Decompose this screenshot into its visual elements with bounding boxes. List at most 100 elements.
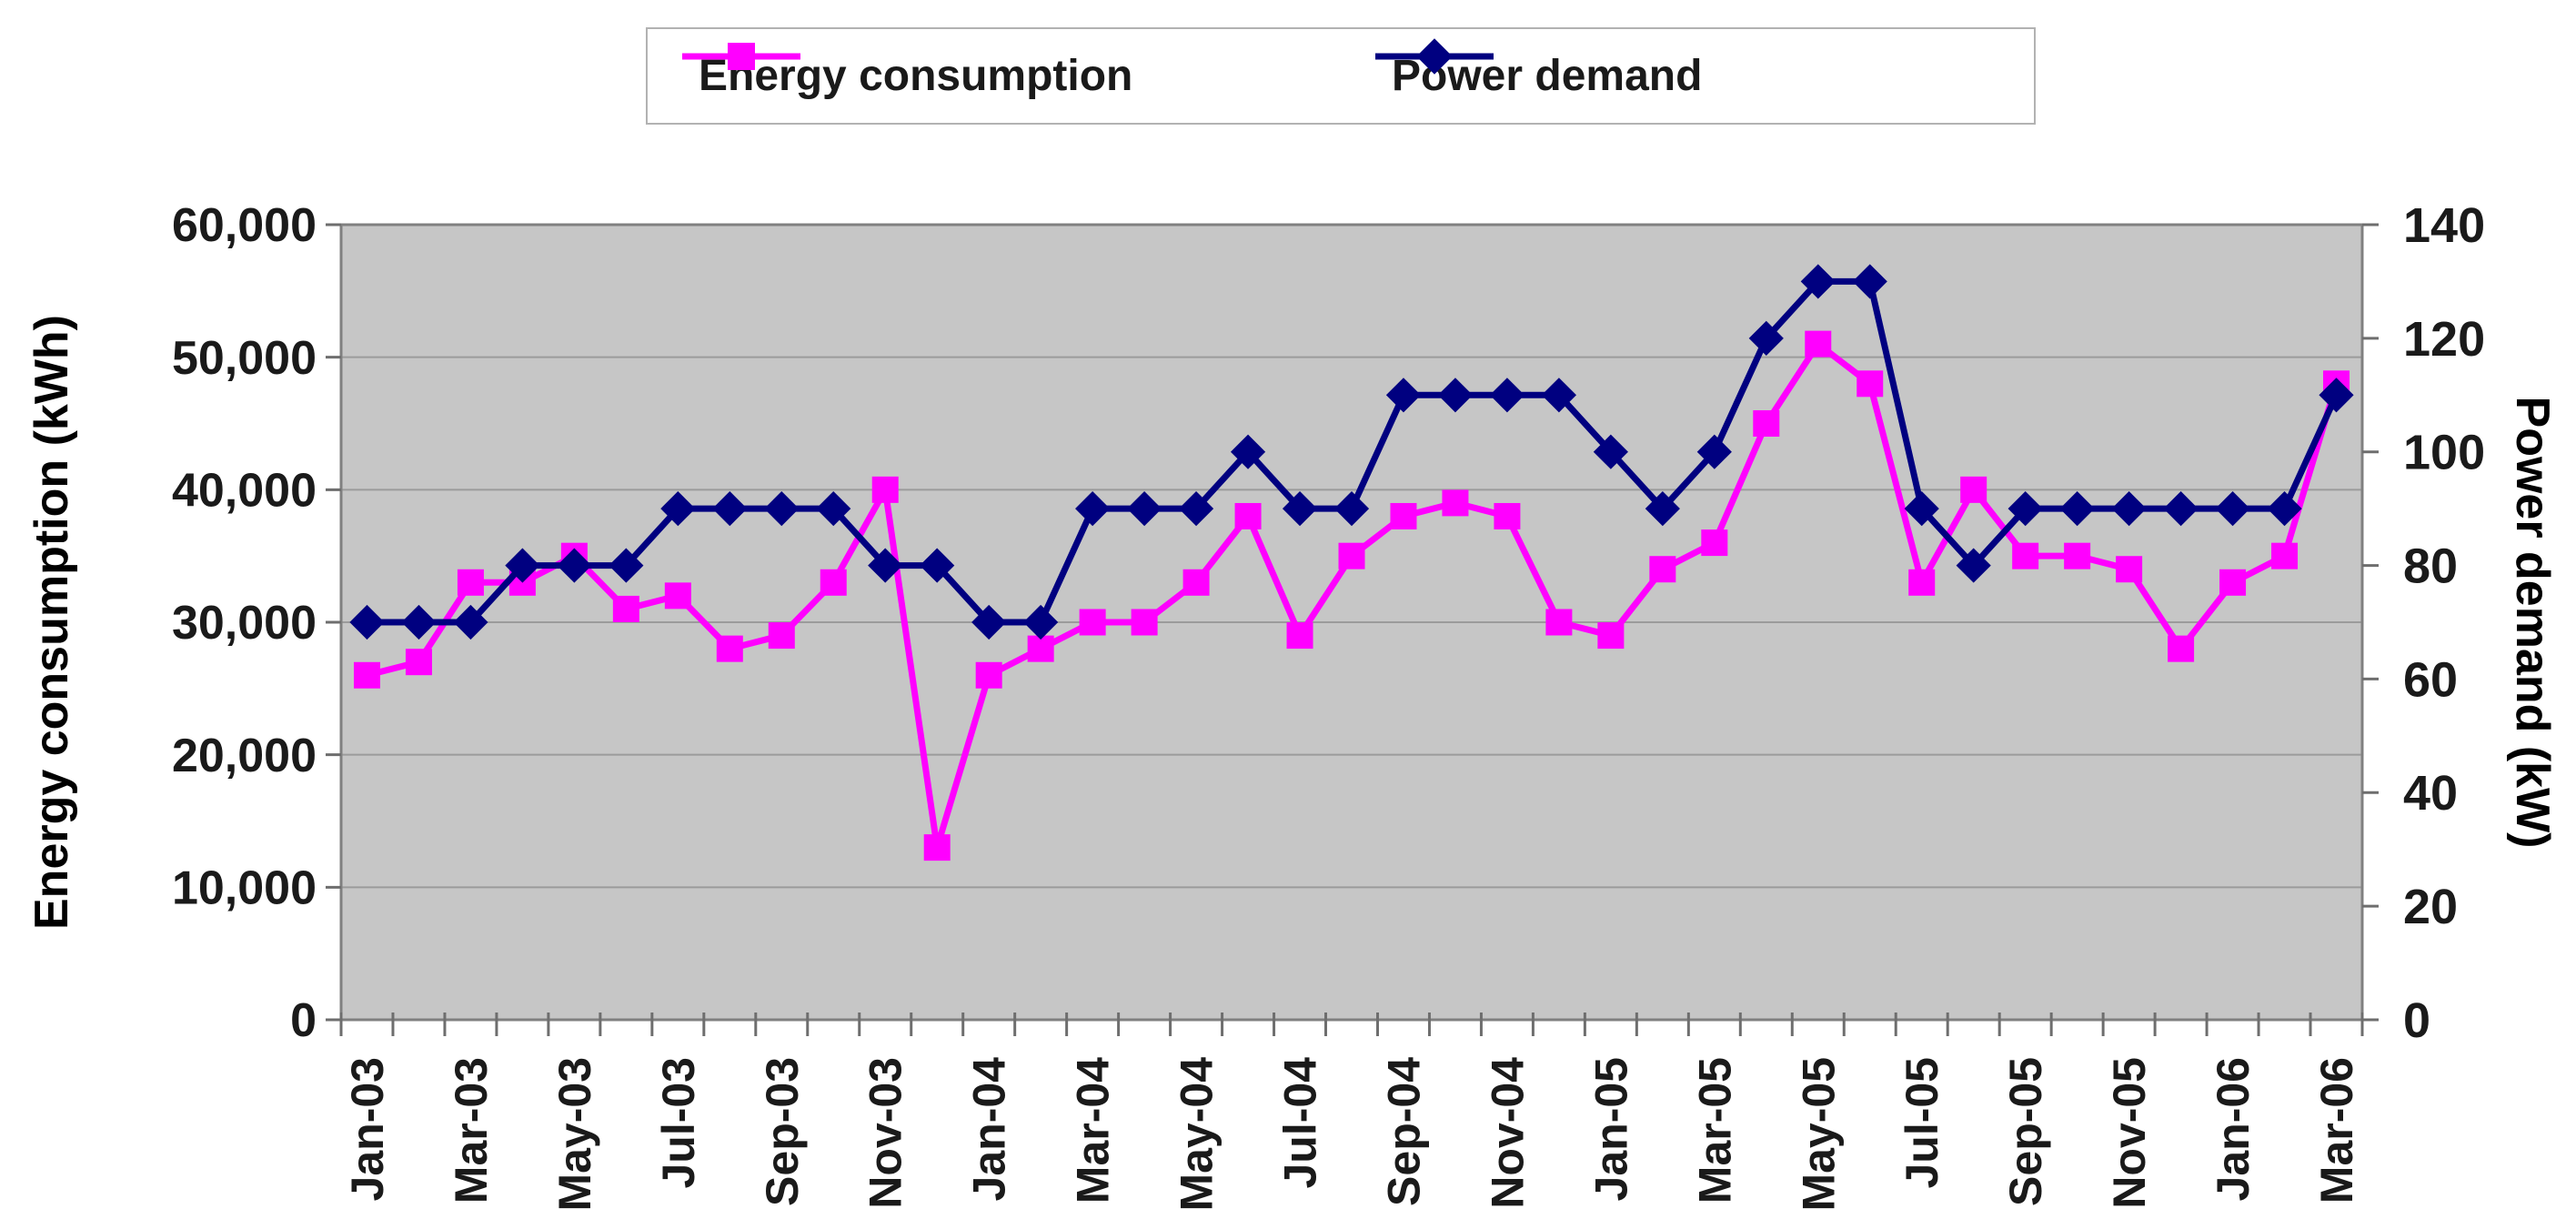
energy-consumption-point	[1079, 609, 1106, 636]
left-axis-tick-label: 20,000	[172, 730, 317, 782]
x-axis-tick-label: Jan-06	[2208, 1057, 2259, 1201]
x-axis-tick-label: Jan-03	[342, 1057, 393, 1201]
power-demand-point	[1023, 604, 1059, 640]
x-axis-tick-label: Jul-03	[653, 1057, 704, 1189]
energy-consumption-point	[975, 661, 1002, 689]
x-axis-tick-label: Jul-05	[1897, 1057, 1947, 1189]
energy-consumption-point	[1753, 410, 1780, 437]
power-demand-point	[453, 604, 488, 640]
power-demand-point	[1437, 378, 1474, 413]
x-axis-tick-label: Mar-03	[446, 1057, 497, 1204]
energy-square-marker-icon	[682, 43, 800, 70]
x-axis-tick-label: May-04	[1172, 1057, 1223, 1212]
energy-consumption-point	[1701, 529, 1728, 557]
x-axis-tick-label: Jan-04	[964, 1057, 1015, 1202]
energy-consumption-point	[1338, 542, 1365, 569]
right-axis-tick-label: 20	[2403, 880, 2458, 934]
left-axis-tick-label: 40,000	[172, 465, 317, 518]
right-axis-tick-label: 140	[2403, 198, 2485, 253]
power-demand-point	[2319, 378, 2354, 413]
x-axis-tick-label: Nov-05	[2104, 1057, 2155, 1209]
legend-item-power: Power demand	[1375, 29, 1702, 123]
legend-label-energy: Energy consumption	[699, 52, 1133, 100]
x-axis-tick-label: Jan-05	[1585, 1057, 1636, 1201]
power-demand-point	[971, 604, 1007, 640]
power-demand-point	[764, 491, 800, 527]
x-axis-tick-label: Sep-05	[2000, 1057, 2051, 1206]
right-axis-tick-label: 100	[2403, 426, 2485, 480]
power-demand-point	[1645, 491, 1680, 527]
right-axis-tick-label: 40	[2403, 766, 2458, 821]
power-demand-point	[712, 491, 748, 527]
energy-consumption-point	[716, 635, 743, 662]
energy-consumption-point	[1908, 569, 1936, 596]
left-axis-tick-label: 60,000	[172, 199, 317, 252]
power-demand-point	[609, 548, 644, 583]
power-demand-point	[2215, 491, 2250, 527]
energy-consumption-point	[612, 595, 639, 622]
energy-consumption-point	[2219, 569, 2247, 596]
energy-consumption-point	[1131, 609, 1158, 636]
x-axis-tick-label: May-03	[549, 1057, 600, 1212]
power-demand-point	[1282, 491, 1318, 527]
power-demand-point	[2267, 491, 2302, 527]
energy-consumption-point	[820, 569, 847, 596]
energy-consumption-point	[1960, 476, 1987, 503]
power-demand-point	[557, 548, 592, 583]
x-axis-tick-label: Jul-04	[1275, 1057, 1326, 1189]
x-axis-tick-label: Nov-04	[1482, 1057, 1533, 1209]
power-demand-point	[1956, 548, 1991, 583]
power-demand-point	[816, 491, 851, 527]
energy-consumption-point	[353, 661, 380, 689]
x-axis-tick-label: Sep-04	[1378, 1057, 1429, 1206]
energy-consumption-point	[1027, 635, 1054, 662]
energy-consumption-point	[1597, 622, 1625, 650]
right-axis-title: Power demand (kW)	[2506, 396, 2559, 849]
energy-consumption-point	[1545, 609, 1573, 636]
left-axis-title: Energy consumption (kWh)	[25, 315, 78, 930]
power-demand-point	[1333, 491, 1370, 527]
energy-consumption-point	[1442, 489, 1469, 517]
power-demand-point	[505, 548, 540, 583]
power-demand-point	[660, 491, 696, 527]
energy-consumption-point	[1805, 330, 1832, 358]
energy-consumption-point	[405, 649, 432, 676]
energy-consumption-point	[1857, 370, 1884, 398]
x-axis-tick-label: Mar-06	[2311, 1057, 2362, 1204]
power-demand-point	[1178, 491, 1214, 527]
power-demand-point	[2059, 491, 2095, 527]
left-axis-tick-label: 50,000	[172, 332, 317, 385]
energy-consumption-point	[1390, 502, 1417, 529]
left-axis-tick-label: 0	[290, 994, 317, 1047]
power-demand-point	[1541, 378, 1576, 413]
power-demand-point	[1489, 378, 1525, 413]
x-axis-tick-label: Mar-04	[1068, 1057, 1119, 1204]
energy-consumption-point	[1182, 569, 1210, 596]
x-axis-tick-label: May-05	[1793, 1057, 1844, 1212]
power-demand-point	[1127, 491, 1162, 527]
power-demand-point	[1748, 320, 1784, 356]
right-axis-tick-label: 80	[2403, 539, 2458, 593]
x-axis-tick-label: Mar-05	[1689, 1057, 1740, 1204]
power-diamond-marker-icon	[1375, 38, 1494, 75]
legend-item-energy: Energy consumption	[682, 29, 1132, 123]
energy-consumption-point	[1649, 556, 1676, 583]
right-axis-tick-label: 60	[2403, 652, 2458, 707]
x-axis-tick-label: Sep-03	[757, 1057, 808, 1206]
x-axis-tick-label: Nov-03	[860, 1057, 911, 1209]
power-demand-point	[868, 548, 903, 583]
legend: Energy consumption Power demand	[646, 27, 2036, 125]
right-axis-tick-label: 120	[2403, 312, 2485, 367]
power-demand-point	[349, 604, 385, 640]
power-demand-point	[1904, 491, 1939, 527]
power-demand-point	[2007, 491, 2043, 527]
power-demand-point	[1385, 378, 1422, 413]
energy-consumption-point	[768, 622, 795, 650]
energy-consumption-point	[1286, 622, 1313, 650]
power-demand-point	[401, 604, 437, 640]
power-demand-point	[1593, 434, 1628, 469]
energy-consumption-point	[2168, 635, 2195, 662]
energy-consumption-point	[871, 476, 899, 503]
energy-consumption-point	[2271, 542, 2299, 569]
right-axis-tick-label: 0	[2403, 993, 2430, 1048]
